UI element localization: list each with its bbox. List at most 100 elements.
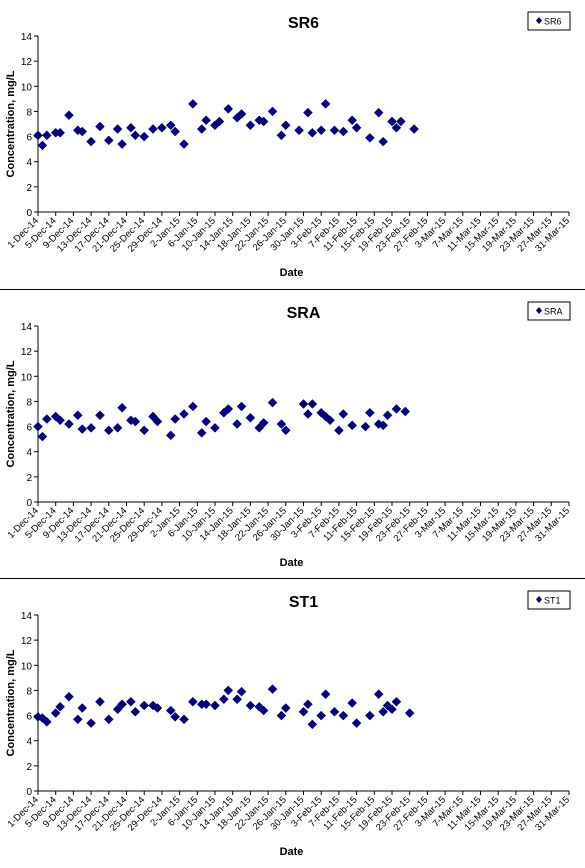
chart-panel-sr6: SR6 0 2 4 6 8 10 12 14 1-Dec-14 5-Dec-14 9-Dec-14 13… <box>0 0 585 289</box>
y-tick-label: 2 <box>26 473 32 484</box>
data-point <box>170 126 181 137</box>
data-point <box>307 719 318 730</box>
legend-label: ST1 <box>544 596 561 606</box>
data-point <box>258 417 269 428</box>
y-tick-label: 12 <box>21 636 33 647</box>
data-point <box>395 116 406 127</box>
series-sr6 <box>33 99 419 151</box>
data-point <box>55 701 65 712</box>
y-tick-label: 4 <box>26 737 32 748</box>
data-point <box>126 122 136 133</box>
data-point <box>77 703 88 713</box>
data-point <box>103 714 114 725</box>
data-point <box>245 120 256 131</box>
data-point <box>223 404 234 414</box>
data-point <box>148 411 158 422</box>
legend-marker <box>536 596 542 603</box>
data-point <box>254 422 265 433</box>
series-sra <box>33 397 411 442</box>
chart-st1: ST1024681012141-Dec-145-Dec-149-Dec-1413… <box>5 590 572 858</box>
data-point <box>37 431 48 442</box>
legend-marker <box>536 17 542 24</box>
data-point <box>391 122 402 133</box>
data-point <box>267 106 278 117</box>
data-point <box>179 409 189 419</box>
data-point <box>391 404 402 414</box>
y-tick-label: 6 <box>26 423 32 434</box>
data-point <box>365 710 375 721</box>
data-point <box>139 700 150 711</box>
data-point <box>179 139 189 149</box>
data-point <box>378 706 389 717</box>
data-point <box>329 706 340 717</box>
y-tick-label: 8 <box>26 397 32 408</box>
data-point <box>276 130 287 141</box>
data-point <box>188 401 198 412</box>
data-point <box>41 414 52 424</box>
data-point <box>303 409 313 419</box>
data-point <box>196 428 207 438</box>
chart-sra: SRA024681012141-Dec-145-Dec-149-Dec-1413… <box>5 301 572 569</box>
data-point <box>245 412 256 423</box>
y-tick-label: 14 <box>21 611 33 622</box>
legend-box <box>527 11 571 31</box>
data-point <box>201 115 212 126</box>
data-point <box>378 136 389 147</box>
data-point <box>201 416 212 427</box>
data-point <box>325 415 335 426</box>
data-point <box>387 704 397 715</box>
data-point <box>400 406 411 417</box>
data-point <box>360 421 371 432</box>
data-point <box>316 125 327 136</box>
data-point <box>365 407 375 418</box>
data-point <box>179 714 189 725</box>
y-tick-label: 14 <box>21 322 33 333</box>
x-axis-label: Date <box>280 557 304 569</box>
data-point <box>373 689 384 700</box>
data-point <box>382 410 393 421</box>
legend: SR6 <box>527 11 571 31</box>
y-axis-label: Concentration, mg/L <box>5 360 17 467</box>
data-point <box>338 126 349 137</box>
data-point <box>139 425 150 436</box>
y-tick-label: 4 <box>26 158 32 169</box>
data-point <box>258 705 269 716</box>
data-point <box>103 135 114 146</box>
chart-title: ST1 <box>289 594 318 611</box>
y-axis-label: Concentration, mg/L <box>5 70 17 177</box>
data-point <box>258 116 269 127</box>
data-point <box>320 689 331 700</box>
legend-label: SR6 <box>544 17 562 27</box>
data-point <box>86 718 96 728</box>
data-point <box>165 430 176 441</box>
data-point <box>280 120 291 131</box>
data-point <box>351 122 362 133</box>
data-point <box>276 710 287 721</box>
data-point <box>126 696 136 707</box>
y-tick-label: 6 <box>26 712 32 723</box>
y-tick-label: 10 <box>21 661 33 672</box>
data-point <box>55 415 65 426</box>
data-point <box>64 691 74 702</box>
data-point <box>276 419 287 429</box>
data-point <box>329 125 340 136</box>
data-point <box>387 116 397 127</box>
data-point <box>307 399 318 409</box>
data-point <box>64 110 74 121</box>
y-tick-label: 0 <box>26 498 32 509</box>
x-axis-label: Date <box>280 267 304 279</box>
data-point <box>334 425 344 436</box>
data-point <box>236 686 247 697</box>
data-point <box>117 402 127 413</box>
data-point <box>170 711 181 722</box>
data-point <box>103 425 114 436</box>
chart-sr6: SR6024681012141-Dec-145-Dec-149-Dec-1413… <box>5 11 572 279</box>
data-point <box>41 130 52 141</box>
data-point <box>218 694 229 705</box>
data-point <box>188 696 198 707</box>
data-point <box>72 410 83 421</box>
data-point <box>320 99 331 109</box>
data-point <box>338 710 349 721</box>
data-point <box>77 126 88 137</box>
y-tick-label: 8 <box>26 107 32 118</box>
